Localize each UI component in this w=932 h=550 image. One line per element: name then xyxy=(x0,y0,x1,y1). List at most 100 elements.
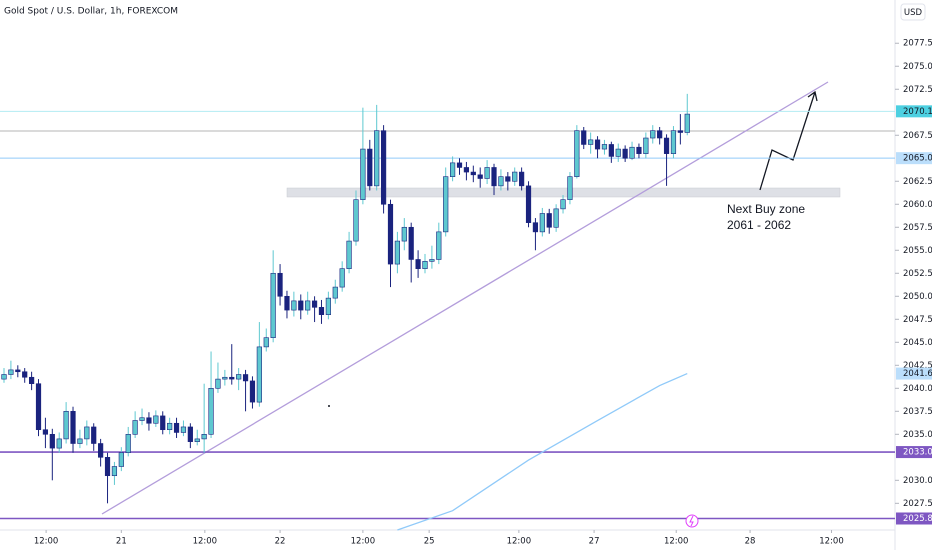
y-tick-label: 2052.50 xyxy=(903,269,932,279)
candle-body xyxy=(553,208,559,228)
y-tick-label: 2037.50 xyxy=(903,407,932,417)
candle-body xyxy=(98,443,104,458)
candle-body xyxy=(91,426,97,444)
level-tag xyxy=(896,152,932,165)
candle-body xyxy=(49,434,55,449)
candle-body xyxy=(574,130,580,177)
x-tick-label: 12:00 xyxy=(819,537,844,547)
candle-body xyxy=(111,466,118,477)
x-tick-label: 27 xyxy=(589,537,600,547)
candle-body xyxy=(63,411,69,440)
x-tick-label: 25 xyxy=(424,537,435,547)
candle-body xyxy=(684,113,690,133)
y-tick-label: 2072.50 xyxy=(903,85,932,95)
candle-body xyxy=(360,148,366,200)
ma-label: 2041.60 xyxy=(903,369,932,379)
candle-body xyxy=(325,297,331,315)
candle-body xyxy=(387,203,394,265)
dot xyxy=(328,405,330,407)
candle-body xyxy=(194,438,200,442)
candle-body xyxy=(443,176,449,233)
candle-body xyxy=(532,222,539,233)
candle-body xyxy=(608,144,614,157)
level-label: 2025.85 xyxy=(903,514,932,524)
candle-body xyxy=(636,146,642,154)
level-tag xyxy=(896,512,932,525)
candle-body xyxy=(539,213,545,233)
trendline xyxy=(101,81,829,515)
y-tick-label: 2042.50 xyxy=(903,361,932,371)
event-icon[interactable] xyxy=(685,514,699,528)
level-label: 2033.07 xyxy=(903,448,932,458)
candle-body xyxy=(484,167,490,179)
candle-body xyxy=(415,259,421,269)
candle-body xyxy=(408,226,414,260)
y-tick-label: 2040.00 xyxy=(903,384,932,394)
candle-body xyxy=(187,426,193,442)
candle-body xyxy=(470,171,476,176)
candle-body xyxy=(298,300,304,311)
candle-body xyxy=(263,337,269,348)
candle-body xyxy=(346,240,352,269)
candle-body xyxy=(201,434,207,440)
level-label: 2065.01 xyxy=(903,154,932,164)
candle-body xyxy=(401,226,407,242)
candle-body xyxy=(643,137,649,154)
candle-body xyxy=(215,378,221,389)
candle-body xyxy=(15,369,21,373)
projection-arrow xyxy=(759,90,818,191)
candle-body xyxy=(374,130,380,187)
y-tick-label: 2030.00 xyxy=(903,476,932,486)
y-tick-label: 2045.00 xyxy=(903,338,932,348)
candle-body xyxy=(77,438,83,444)
candle-body xyxy=(525,185,532,223)
currency-box[interactable] xyxy=(900,3,926,21)
annotation: Next Buy zone xyxy=(727,202,805,216)
candle-body xyxy=(173,422,180,433)
candle-body xyxy=(491,167,497,187)
candle-body xyxy=(277,272,283,297)
x-tick-label: 28 xyxy=(745,537,756,547)
candle-body xyxy=(394,240,400,265)
candle-body xyxy=(339,268,345,288)
y-tick-label: 2062.50 xyxy=(903,177,932,187)
candle-body xyxy=(505,176,511,182)
x-tick-label: 12:00 xyxy=(507,537,532,547)
annotation: 2061 - 2062 xyxy=(727,218,791,232)
candle-body xyxy=(118,452,124,467)
candle-body xyxy=(581,130,587,145)
candle-body xyxy=(332,286,338,299)
candle-body xyxy=(422,261,428,269)
candle-body xyxy=(588,139,594,145)
candle-body xyxy=(8,369,14,375)
event-icon-bolt xyxy=(689,515,694,527)
x-tick-label: 12:00 xyxy=(34,537,59,547)
moving-average xyxy=(397,372,688,531)
level-tag xyxy=(896,446,932,459)
candle-body xyxy=(450,162,456,177)
currency[interactable]: USD xyxy=(904,8,923,18)
chart-title: Gold Spot / U.S. Dollar, 1h, FOREXCOM xyxy=(4,7,178,17)
candle-body xyxy=(367,148,373,187)
candle-body xyxy=(615,148,621,157)
candle-body xyxy=(22,371,28,378)
y-tick-label: 2047.50 xyxy=(903,315,932,325)
candle-body xyxy=(132,420,138,435)
x-tick-label: 12:00 xyxy=(193,537,218,547)
y-tick-label: 2060.00 xyxy=(903,200,932,210)
candle-body xyxy=(160,415,166,431)
candle-body xyxy=(353,199,359,242)
candle-body xyxy=(650,130,656,139)
candle-body xyxy=(601,144,608,150)
candle-body xyxy=(629,146,635,159)
y-tick-label: 2075.00 xyxy=(903,62,932,72)
candle-body xyxy=(311,300,318,308)
y-tick-label: 2027.50 xyxy=(903,499,932,509)
candle-body xyxy=(429,259,435,262)
candle-body xyxy=(318,307,325,315)
candle-body xyxy=(236,374,242,380)
y-tick-label: 2067.50 xyxy=(903,131,932,141)
y-tick-label: 2055.00 xyxy=(903,246,932,256)
candle-body xyxy=(270,272,276,338)
